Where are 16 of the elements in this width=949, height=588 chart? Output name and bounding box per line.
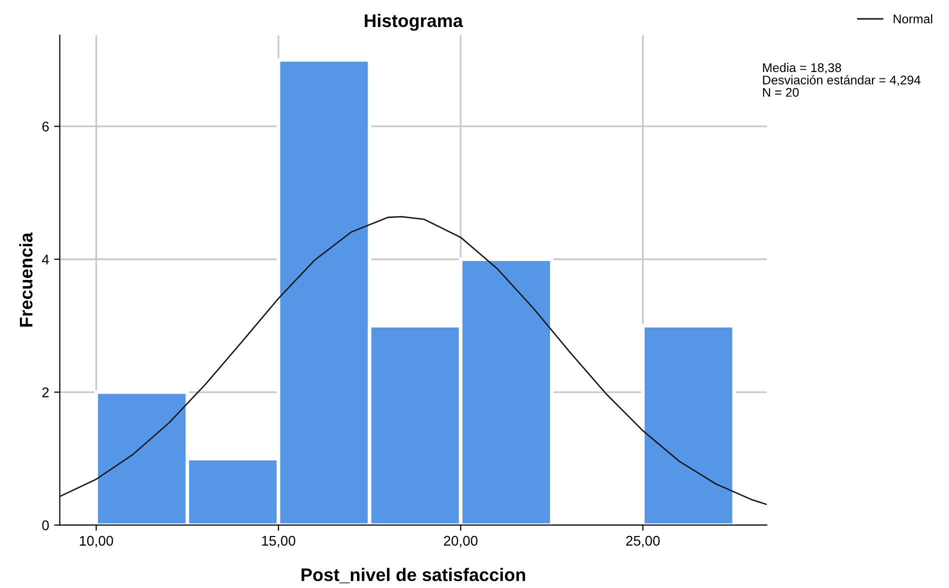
y-tick-label: 0 bbox=[42, 520, 49, 530]
line-series bbox=[60, 216, 767, 506]
y-axis-title: Frecuencia bbox=[19, 232, 33, 327]
chart-title: Histograma bbox=[364, 14, 464, 31]
x-tick-label: 10,00 bbox=[80, 536, 114, 548]
x-tick-label: 25,00 bbox=[626, 536, 660, 548]
annotation: Desviación estándar = 4,294 bbox=[763, 75, 920, 86]
x-tick-label: 15,00 bbox=[262, 536, 296, 548]
y-tick-label: 2 bbox=[42, 388, 49, 398]
x-tick-label: 20,00 bbox=[444, 536, 478, 548]
y-tick-label: 4 bbox=[42, 254, 49, 264]
legend-label: Normal bbox=[894, 14, 932, 24]
y-tick-label: 6 bbox=[42, 122, 49, 132]
x-axis-title: Post_nivel de satisfaccion bbox=[302, 568, 526, 584]
annotation: N = 20 bbox=[763, 88, 799, 97]
annotation: Media = 18,38 bbox=[763, 62, 842, 74]
